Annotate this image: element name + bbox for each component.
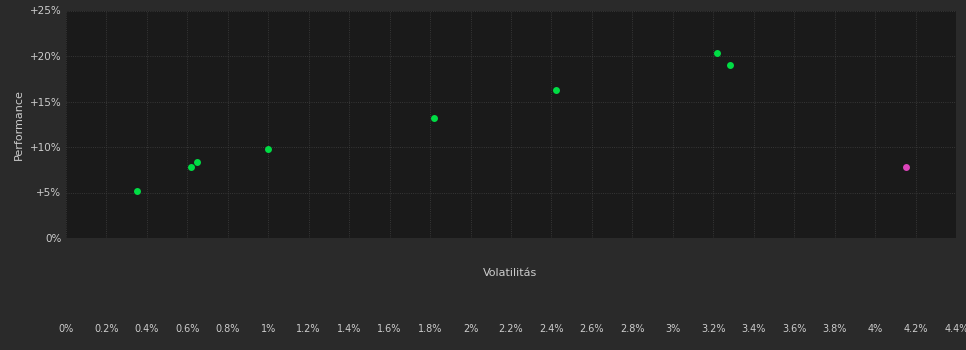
Text: 4.4%: 4.4%: [944, 324, 966, 334]
Y-axis label: Performance: Performance: [14, 89, 24, 160]
Text: 1%: 1%: [261, 324, 275, 334]
Text: 0.6%: 0.6%: [175, 324, 199, 334]
Text: 0.8%: 0.8%: [215, 324, 240, 334]
Text: 1.6%: 1.6%: [378, 324, 402, 334]
Text: 2%: 2%: [463, 324, 478, 334]
Text: 0.4%: 0.4%: [134, 324, 158, 334]
Text: 2.8%: 2.8%: [620, 324, 644, 334]
Text: 1.8%: 1.8%: [418, 324, 442, 334]
Text: 1.4%: 1.4%: [337, 324, 361, 334]
Text: 3.6%: 3.6%: [782, 324, 807, 334]
Text: 4.2%: 4.2%: [903, 324, 928, 334]
Text: 4%: 4%: [867, 324, 883, 334]
Text: 2.4%: 2.4%: [539, 324, 564, 334]
Text: 3.2%: 3.2%: [701, 324, 725, 334]
Text: 2.6%: 2.6%: [580, 324, 604, 334]
Text: Volatilitás: Volatilitás: [483, 268, 537, 278]
Text: 3.4%: 3.4%: [742, 324, 766, 334]
Text: 3%: 3%: [666, 324, 681, 334]
Text: 0.2%: 0.2%: [94, 324, 119, 334]
Text: 3.8%: 3.8%: [823, 324, 847, 334]
Text: 2.2%: 2.2%: [498, 324, 524, 334]
Text: 1.2%: 1.2%: [297, 324, 321, 334]
Text: 0%: 0%: [58, 324, 73, 334]
